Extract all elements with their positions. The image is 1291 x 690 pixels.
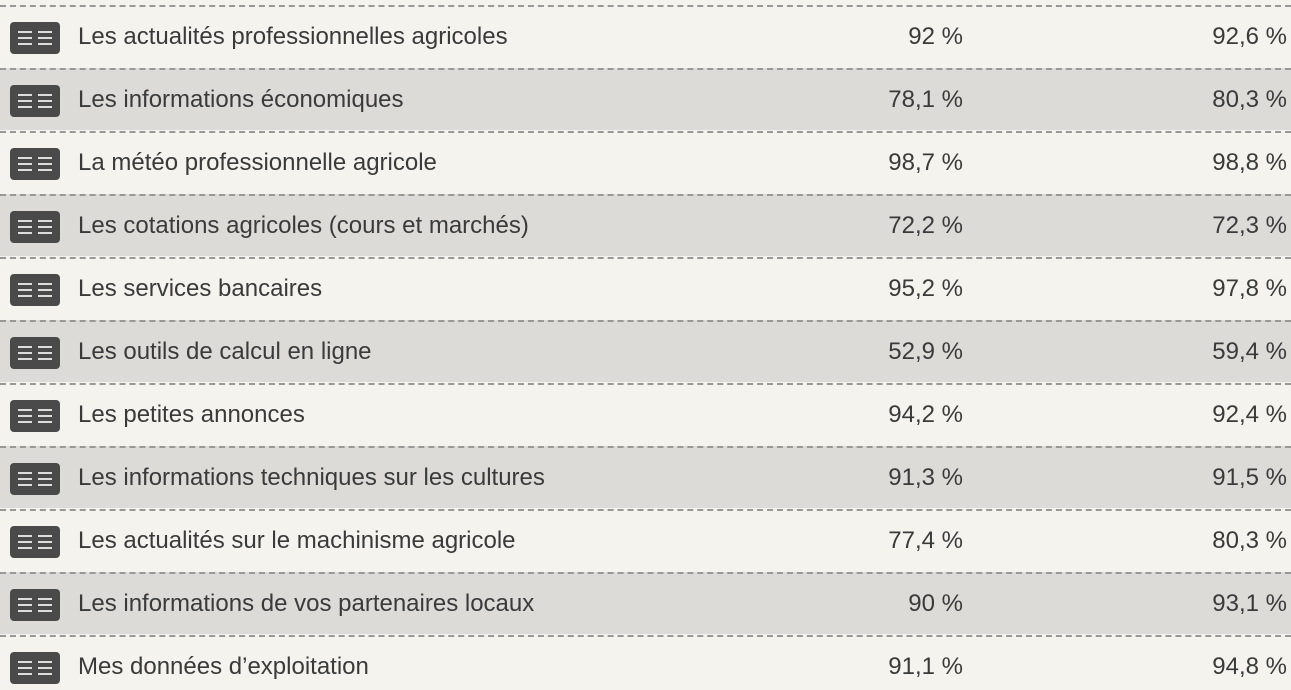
row-label: Mes données d’exploitation (78, 653, 369, 680)
value-col1: 92 % (908, 23, 963, 50)
value-col2: 93,1 % (1212, 590, 1287, 617)
row-icon (8, 272, 62, 308)
value-col1: 90 % (908, 590, 963, 617)
value-col2: 59,4 % (1212, 338, 1287, 365)
value-col1: 94,2 % (888, 401, 963, 428)
icon-graphic (10, 589, 60, 621)
row-label: La météo professionnelle agricole (78, 149, 437, 176)
value-col1: 98,7 % (888, 149, 963, 176)
row-label: Les informations économiques (78, 86, 404, 113)
value-col2: 92,4 % (1212, 401, 1287, 428)
row-icon (8, 20, 62, 56)
table-row: Les outils de calcul en ligne 52,9 % 59,4 … (0, 320, 1291, 382)
value-col1: 91,3 % (888, 464, 963, 491)
table-row: Les services bancaires 95,2 % 97,8 % (0, 257, 1291, 319)
icon-graphic (10, 211, 60, 243)
table-row: Les petites annonces 94,2 % 92,4 % (0, 383, 1291, 445)
icon-graphic (10, 274, 60, 306)
row-icon (8, 524, 62, 560)
icon-graphic (10, 337, 60, 369)
table-row: Les cotations agricoles (cours et marché… (0, 194, 1291, 256)
icon-graphic (10, 652, 60, 684)
value-col1: 78,1 % (888, 86, 963, 113)
row-label: Les actualités sur le machinisme agricol… (78, 527, 516, 554)
icon-graphic (10, 526, 60, 558)
row-label: Les services bancaires (78, 275, 323, 302)
row-label: Les informations de vos partenaires loca… (78, 590, 535, 617)
icon-graphic (10, 463, 60, 495)
value-col1: 52,9 % (888, 338, 963, 365)
value-col1: 91,1 % (888, 653, 963, 680)
value-col2: 80,3 % (1212, 86, 1287, 113)
value-col2: 80,3 % (1212, 527, 1287, 554)
table-row: Les actualités professionnelles agricole… (0, 5, 1291, 67)
row-icon (8, 335, 62, 371)
row-label: Les informations techniques sur les cult… (78, 464, 545, 491)
icon-graphic (10, 85, 60, 117)
row-icon (8, 461, 62, 497)
icon-graphic (10, 400, 60, 432)
row-icon (8, 83, 62, 119)
value-col1: 72,2 % (888, 212, 963, 239)
table-row: La météo professionnelle agricole 98,7 % 9… (0, 131, 1291, 193)
table-row: Les informations de vos partenaires loca… (0, 572, 1291, 634)
value-col2: 91,5 % (1212, 464, 1287, 491)
row-icon (8, 209, 62, 245)
row-icon (8, 650, 62, 686)
row-label: Les cotations agricoles (cours et marché… (78, 212, 529, 239)
table-row: Mes données d’exploitation 91,1 % 94,8 % (0, 635, 1291, 690)
value-col1: 77,4 % (888, 527, 963, 554)
value-col2: 72,3 % (1212, 212, 1287, 239)
row-icon (8, 146, 62, 182)
value-col1: 95,2 % (888, 275, 963, 302)
table-row: Les informations techniques sur les cult… (0, 446, 1291, 508)
table-row: Les informations économiques 78,1 % 80,3 % (0, 68, 1291, 130)
row-label: Les petites annonces (78, 401, 305, 428)
row-label: Les outils de calcul en ligne (78, 338, 372, 365)
icon-graphic (10, 22, 60, 54)
row-icon (8, 398, 62, 434)
value-col2: 92,6 % (1212, 23, 1287, 50)
row-label: Les actualités professionnelles agricole… (78, 23, 508, 50)
value-col2: 94,8 % (1212, 653, 1287, 680)
table-row: Les actualités sur le machinisme agricol… (0, 509, 1291, 571)
icon-graphic (10, 148, 60, 180)
row-icon (8, 587, 62, 623)
value-col2: 97,8 % (1212, 275, 1287, 302)
value-col2: 98,8 % (1212, 149, 1287, 176)
